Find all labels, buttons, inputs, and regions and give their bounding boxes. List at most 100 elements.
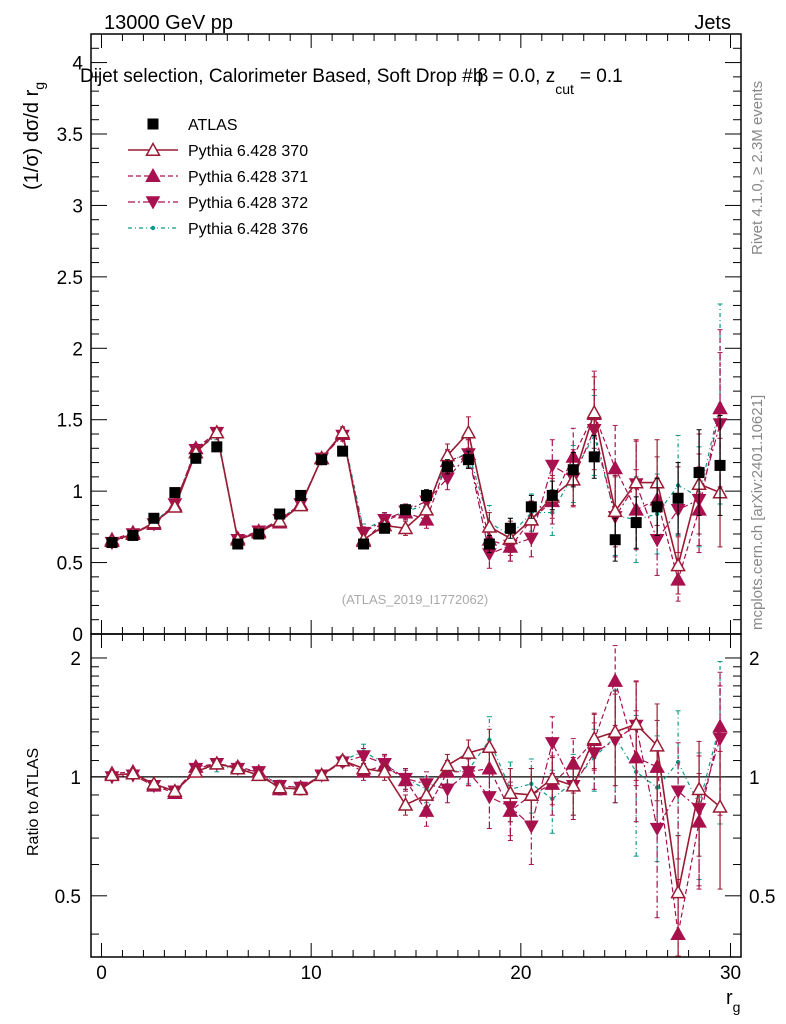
point-p370 [209,424,225,439]
point-p371 [418,511,435,526]
point-p370 [586,730,603,745]
plot-title-suffix1: = 0.0, z [492,66,555,87]
point-p371 [460,763,477,778]
point-p370 [607,723,623,738]
point-p370 [292,497,309,512]
point-p370 [418,786,435,801]
legend: ATLAS Pythia 6.428 370 Pythia 6.428 371 Pyt… [128,117,308,238]
point-p372 [440,783,455,797]
rivet-label: Rivet 4.1.0, ≥ 2.3M events [749,81,766,255]
series-p370 [104,376,728,595]
point-p370 [670,884,686,899]
x-axis-label-text: r [726,987,733,1009]
point-atlas [316,454,328,466]
x-tick-label: 0 [96,963,107,984]
header-energy-label: 13000 GeV pp [104,12,233,34]
point-p370 [523,511,540,526]
main-y-tick-label: 3 [72,196,83,217]
point-atlas [672,492,684,504]
point-atlas [190,452,202,464]
point-p372 [356,750,371,764]
point-p370 [167,783,183,798]
point-p370 [334,752,351,767]
point-p371 [607,672,623,687]
x-tick-label: 20 [510,963,531,984]
point-p371 [712,400,728,415]
point-atlas [504,522,516,534]
point-p370 [355,760,372,775]
legend-entry-p370: Pythia 6.428 370 [128,141,308,160]
point-p370 [481,518,498,533]
ratio-y-tick-label-right: 1 [749,768,760,789]
point-atlas [274,508,286,520]
point-p371 [397,772,414,787]
main-y-axis-label-sub: g [31,82,47,90]
point-p370 [188,763,204,778]
point-atlas [420,489,432,501]
point-p370 [460,744,477,759]
analysis-watermark: (ATLAS_2019_I1772062) [342,592,488,607]
series-line-p370 [111,723,721,893]
series-line-p376 [111,403,721,542]
point-p370 [670,557,686,572]
plot-title-beta: β [477,66,488,87]
point-atlas [462,454,474,466]
legend-marker-p372 [145,196,161,210]
point-p370 [104,767,120,782]
x-tick-label: 10 [301,963,322,984]
ratio-panel: 0 10 20 30 0.5 0.5 1 1 2 2 [55,633,775,984]
point-p370 [397,796,414,811]
x-axis-label: rg [726,987,740,1015]
point-p370 [439,757,456,772]
point-atlas [400,504,412,516]
x-tick-label: 30 [720,963,741,984]
legend-label-p376: Pythia 6.428 376 [188,221,308,238]
series-line-p376 [111,723,721,807]
point-atlas [651,501,663,513]
point-p370 [271,779,288,794]
legend-label-p370: Pythia 6.428 370 [188,143,308,160]
point-atlas [609,534,621,546]
x-axis-label-sub: g [733,999,741,1015]
series-p371 [104,329,728,602]
point-atlas [337,445,349,457]
plot-title-sub: cut [555,81,574,97]
series-line-p371 [111,678,721,935]
point-p370 [146,775,162,790]
legend-label-atlas: ATLAS [188,117,238,134]
point-atlas [295,489,307,501]
point-p370 [271,513,288,528]
main-y-tick-label: 1.5 [57,411,83,432]
point-p370 [691,781,707,796]
ratio-y-axis-label: Ratio to ATLAS [25,748,42,856]
point-atlas [588,451,600,463]
point-p370 [523,786,540,801]
main-y-axis-label: (1/σ) dσ/d rg [21,82,47,190]
point-p370 [628,474,644,489]
point-p370 [250,767,267,782]
point-atlas [483,538,495,550]
main-y-tick-label: 2 [72,339,83,360]
point-atlas [714,459,726,471]
point-p370 [376,763,393,778]
point-p370 [397,520,414,535]
main-y-axis-label-text: (1/σ) dσ/d r [21,89,43,190]
series-p376 [109,303,723,564]
point-atlas [232,538,244,550]
point-p370 [502,785,519,800]
legend-entry-p376: Pythia 6.428 376 [128,221,308,238]
main-y-tick-label: 2.5 [57,268,83,289]
plot-title-main: Dijet selection, Calorimeter Based, Soft… [80,66,483,87]
point-atlas [546,489,558,501]
main-panel: 0 0.5 1 1.5 2 2.5 3 3.5 4 [57,33,742,646]
point-atlas [148,512,160,524]
mcplots-label: mcplots.cern.ch [arXiv:2401.10621] [749,395,766,630]
series-p372 [104,352,728,576]
legend-label-p372: Pythia 6.428 372 [188,195,308,212]
point-p371 [481,760,498,775]
point-atlas [106,537,118,549]
header-jets-label: Jets [694,12,731,34]
point-p370 [292,781,309,796]
point-p370 [313,767,330,782]
